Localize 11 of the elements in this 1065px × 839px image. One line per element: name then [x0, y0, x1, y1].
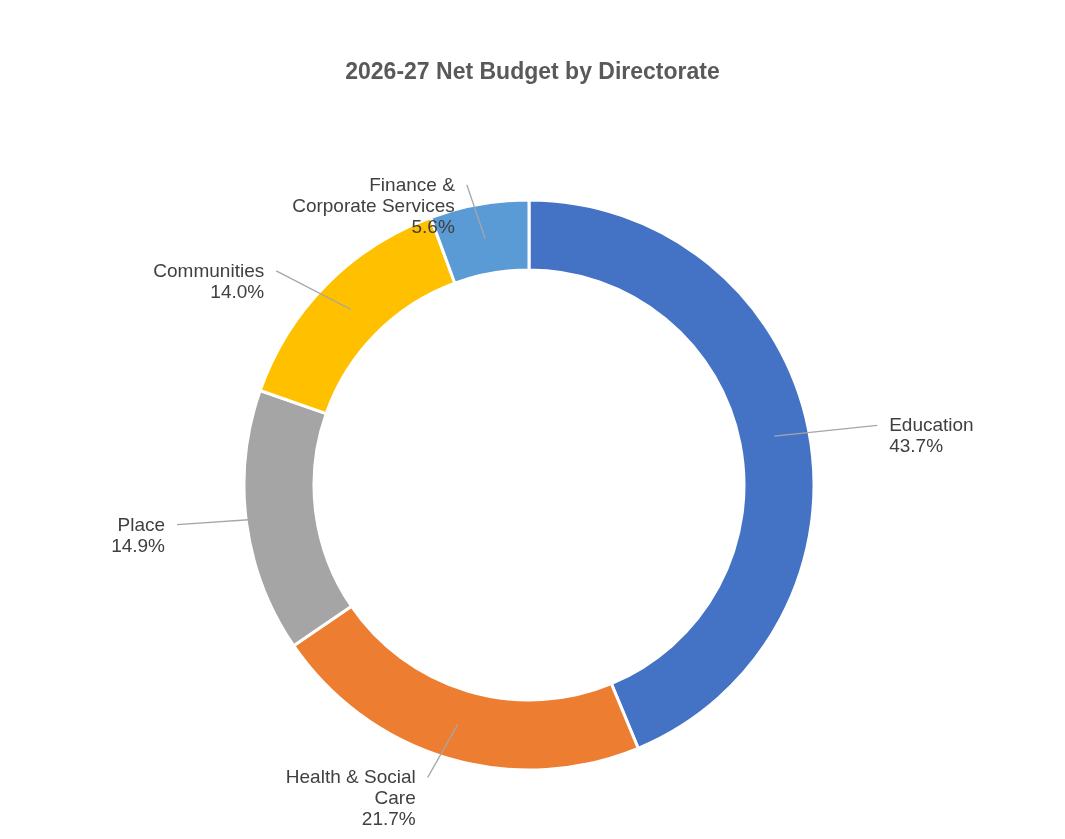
- slice-label: Finance & Corporate Services: [292, 173, 456, 216]
- data-label: 5.6%: [411, 215, 455, 237]
- data-label: 14.9%: [111, 534, 166, 556]
- slice-label: Communities: [153, 259, 265, 281]
- slice-label: Health & Social Care: [285, 766, 416, 809]
- chart-title: 2026-27 Net Budget by Directorate: [345, 58, 720, 84]
- data-label: 43.7%: [889, 435, 944, 457]
- data-label: 14.0%: [210, 280, 265, 302]
- slice-label: Place: [117, 513, 166, 535]
- slice-label: Education: [889, 414, 974, 436]
- data-label: 21.7%: [361, 808, 416, 830]
